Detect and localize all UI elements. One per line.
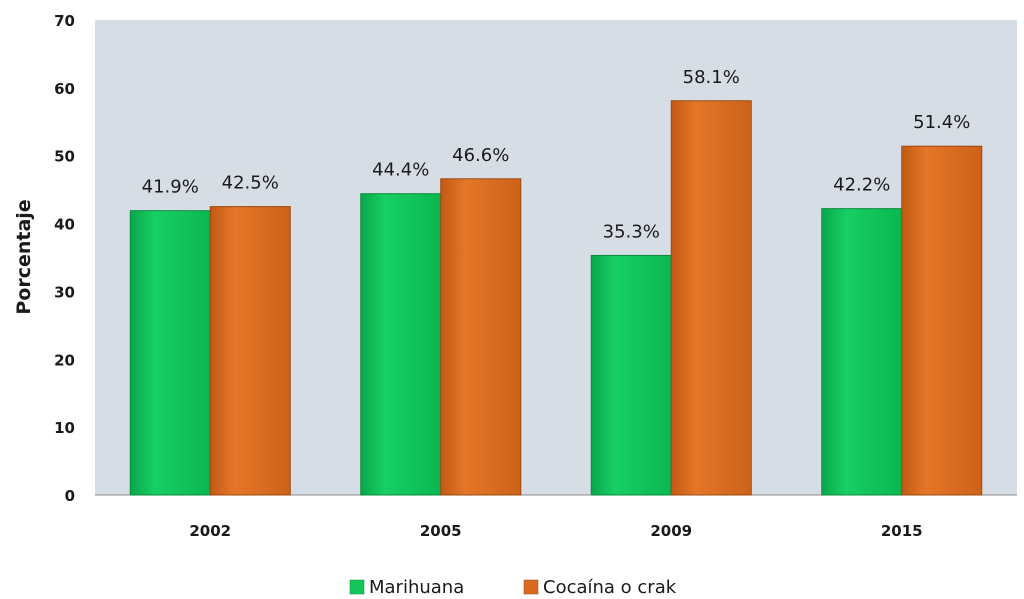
x-tick-label: 2015	[881, 522, 923, 540]
bar-cocaina-2009	[670, 100, 752, 496]
data-label-cocaina-2009: 58.1%	[683, 67, 740, 88]
bar-marihuana-2002	[129, 210, 211, 496]
y-tick-label: 40	[54, 216, 75, 234]
data-label-marihuana-2002: 41.9%	[142, 177, 199, 198]
x-tick-label: 2005	[420, 522, 462, 540]
legend-label-cocaina: Cocaína o crak	[543, 577, 677, 598]
bar-marihuana-2015	[821, 208, 903, 496]
bar-cocaina-2005	[440, 178, 522, 496]
legend: Marihuana Cocaína o crak	[349, 577, 677, 598]
legend-label-marihuana: Marihuana	[369, 577, 464, 598]
y-axis-label: Porcentaje	[13, 199, 35, 314]
data-label-cocaina-2015: 51.4%	[913, 112, 970, 133]
x-tick-label: 2002	[189, 522, 231, 540]
data-label-cocaina-2005: 46.6%	[452, 145, 509, 166]
data-label-cocaina-2002: 42.5%	[222, 173, 279, 194]
y-tick-label: 50	[54, 148, 75, 166]
bar-cocaina-2002	[209, 206, 291, 496]
y-tick-label: 70	[54, 12, 75, 30]
y-tick-label: 10	[54, 419, 75, 437]
y-tick-label: 0	[65, 487, 75, 505]
legend-swatch-cocaina	[523, 579, 539, 595]
data-label-marihuana-2009: 35.3%	[603, 221, 660, 242]
legend-swatch-marihuana	[349, 579, 365, 595]
y-tick-label: 20	[54, 351, 75, 369]
bar-marihuana-2005	[360, 193, 442, 496]
x-tick-label: 2009	[650, 522, 692, 540]
bar-cocaina-2015	[901, 145, 983, 496]
data-label-marihuana-2015: 42.2%	[833, 175, 890, 196]
y-tick-label: 60	[54, 80, 75, 98]
y-tick-label: 30	[54, 283, 75, 301]
bar-marihuana-2009	[590, 254, 672, 496]
data-label-marihuana-2005: 44.4%	[372, 160, 429, 181]
